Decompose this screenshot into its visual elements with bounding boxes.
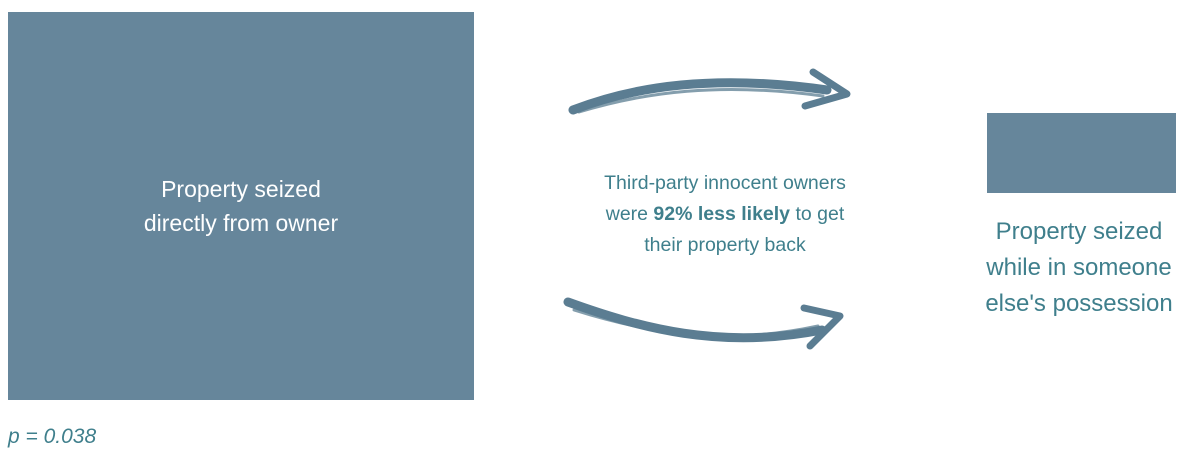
right-box-label-line2: while in someone bbox=[986, 254, 1172, 281]
outcome-summary: Third-party innocent owners were 92% les… bbox=[545, 168, 905, 261]
left-box: Property seized directly from owner bbox=[8, 12, 474, 400]
summary-line3: their property back bbox=[644, 234, 806, 256]
summary-highlight: 92% less likely bbox=[653, 203, 791, 225]
left-box-label-line1: Property seized bbox=[161, 176, 321, 202]
right-box-label-line1: Property seized bbox=[995, 218, 1163, 245]
summary-line2-suffix: to get bbox=[790, 203, 845, 225]
right-box bbox=[987, 113, 1176, 193]
bottom-arrow-icon bbox=[563, 297, 844, 350]
top-arrow-icon bbox=[568, 68, 851, 115]
right-box-label: Property seized while in someone else's … bbox=[960, 214, 1189, 322]
summary-line2-prefix: were bbox=[605, 203, 654, 225]
p-value: p = 0.038 bbox=[8, 425, 97, 448]
left-box-label-line2: directly from owner bbox=[143, 210, 339, 236]
left-box-label: Property seized directly from owner bbox=[91, 172, 391, 240]
right-box-label-line3: else's possession bbox=[985, 290, 1173, 317]
summary-line1: Third-party innocent owners bbox=[604, 172, 846, 194]
